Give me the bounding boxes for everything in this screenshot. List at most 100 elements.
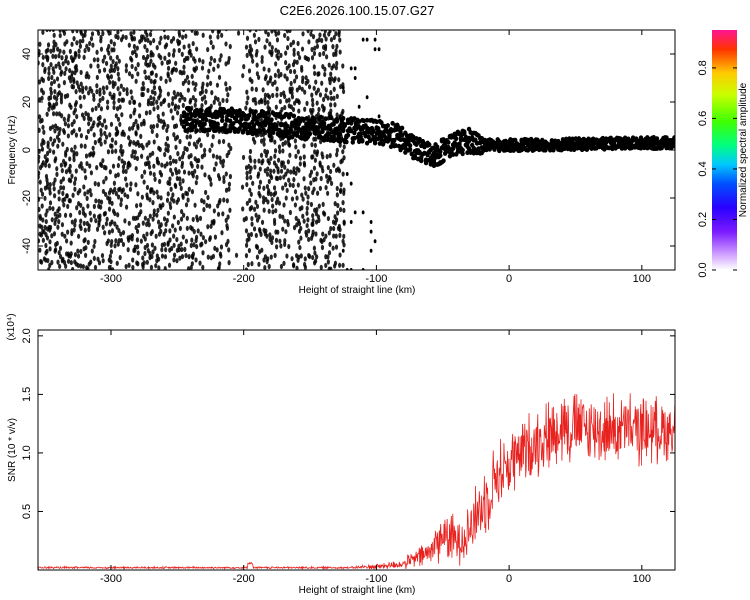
spectrogram-cell: [256, 171, 261, 177]
spectrogram-cell: [253, 164, 257, 170]
spectrogram-cell: [74, 63, 78, 70]
spectrogram-cell: [186, 55, 190, 61]
spectrogram-cell: [218, 261, 222, 267]
spectrogram-cell: [61, 141, 65, 147]
spectrogram-cell: [63, 121, 67, 127]
spectrogram-cell: [194, 120, 199, 125]
spectrogram-cell: [295, 222, 299, 228]
spectrogram-cell: [282, 202, 286, 208]
spectrogram-cell: [311, 102, 315, 108]
spectrogram-cell: [109, 259, 113, 265]
spectrogram-cell: [66, 123, 71, 129]
spectrogram-cell: [320, 164, 324, 171]
spectrogram-cell: [108, 169, 112, 175]
spectrogram-cell: [147, 139, 151, 146]
spectrogram-cell: [57, 83, 61, 89]
spectrogram-cell: [136, 250, 140, 256]
spectrogram-cell: [155, 132, 159, 139]
spectrogram-cell: [179, 185, 183, 191]
spectrogram-cell: [62, 116, 66, 122]
spectrogram-cell: [195, 214, 199, 220]
spectrogram-cell: [38, 206, 41, 213]
spectrogram-cell: [161, 111, 165, 117]
spectrogram-cell: [48, 246, 52, 252]
y-tick-label: 0.5: [21, 504, 33, 519]
spectrogram-cell: [299, 235, 303, 241]
spectrogram-cell: [124, 263, 128, 270]
spectrogram-cell: [121, 34, 125, 40]
spectrogram-cell: [310, 46, 314, 53]
spectrogram-cell: [87, 46, 91, 52]
spectrogram-cell: [371, 128, 376, 134]
spectrogram-cell: [89, 170, 94, 176]
spectrogram-cell: [151, 150, 155, 156]
spectrogram-cell: [294, 215, 298, 221]
spectrogram-cell: [93, 264, 98, 270]
spectrogram-cell: [365, 95, 369, 100]
spectrogram-cell: [274, 61, 278, 67]
spectrogram-cell: [164, 78, 168, 84]
spectrogram-cell: [104, 134, 109, 140]
spectrogram-cell: [172, 242, 176, 248]
spectrogram-cell: [204, 117, 209, 123]
spectrogram-cell: [377, 47, 381, 52]
spectrogram-cell: [185, 146, 189, 152]
spectrogram-cell: [58, 212, 62, 218]
spectrogram-cell: [319, 139, 323, 145]
spectrogram-cell: [136, 62, 140, 68]
spectrogram-cell: [132, 121, 136, 128]
spectrogram-cell: [248, 108, 254, 114]
spectrogram-cell: [62, 80, 66, 86]
spectrogram-cell: [284, 171, 288, 177]
spectrogram-cell: [332, 30, 336, 32]
spectrogram-cell: [53, 177, 57, 183]
spectrogram-cell: [251, 58, 255, 64]
spectrogram-cell: [369, 220, 373, 224]
spectrogram-cell: [334, 244, 339, 250]
spectrogram-cell: [264, 228, 268, 234]
spectrogram-cell: [40, 76, 44, 82]
spectrogram-cell: [342, 233, 346, 239]
spectrogram-cell: [56, 224, 60, 230]
spectrogram-cell: [321, 231, 325, 237]
spectrogram-cell: [148, 109, 152, 115]
spectrogram-cell: [335, 192, 339, 198]
spectrogram-cell: [337, 77, 341, 83]
spectrogram-cell: [298, 244, 302, 251]
spectrogram-cell: [191, 173, 195, 179]
spectrogram-cell: [104, 165, 108, 171]
spectrogram-cell: [68, 48, 72, 54]
spectrogram-cell: [157, 145, 161, 151]
spectrogram-cell: [128, 139, 133, 145]
spectrogram-cell: [140, 194, 144, 200]
spectrogram-cell: [166, 71, 170, 77]
spectrogram-cell: [48, 182, 52, 188]
spectrogram-cell: [274, 104, 278, 110]
spectrogram-cell: [434, 144, 440, 150]
spectrogram-cell: [120, 112, 124, 118]
spectrogram-cell: [294, 74, 299, 80]
spectrogram-cell: [300, 46, 305, 52]
spectrogram-cell: [231, 121, 236, 126]
spectrogram-cell: [269, 254, 273, 260]
spectrogram-cell: [142, 118, 146, 124]
spectrogram-cell: [334, 233, 338, 239]
spectrogram-cell: [108, 253, 112, 259]
spectrogram-cell: [341, 63, 345, 69]
spectrogram-cell: [277, 200, 282, 206]
spectrogram-cell: [257, 261, 261, 267]
spectrogram-cell: [257, 214, 261, 220]
spectrogram-cell: [116, 30, 120, 35]
spectrogram-cell: [88, 187, 92, 194]
spectrogram-cell: [41, 54, 45, 60]
spectrogram-cell: [198, 215, 203, 221]
spectrogram-cell: [285, 76, 289, 82]
spectrogram-cell: [242, 64, 246, 70]
spectrogram-cell: [113, 210, 117, 217]
spectrogram-cell: [48, 224, 53, 231]
spectrogram-cell: [86, 266, 90, 270]
spectrogram-cell: [349, 181, 353, 186]
spectrogram-cell: [278, 148, 282, 155]
spectrogram-cell: [38, 154, 41, 160]
spectrogram-cell: [262, 185, 266, 191]
